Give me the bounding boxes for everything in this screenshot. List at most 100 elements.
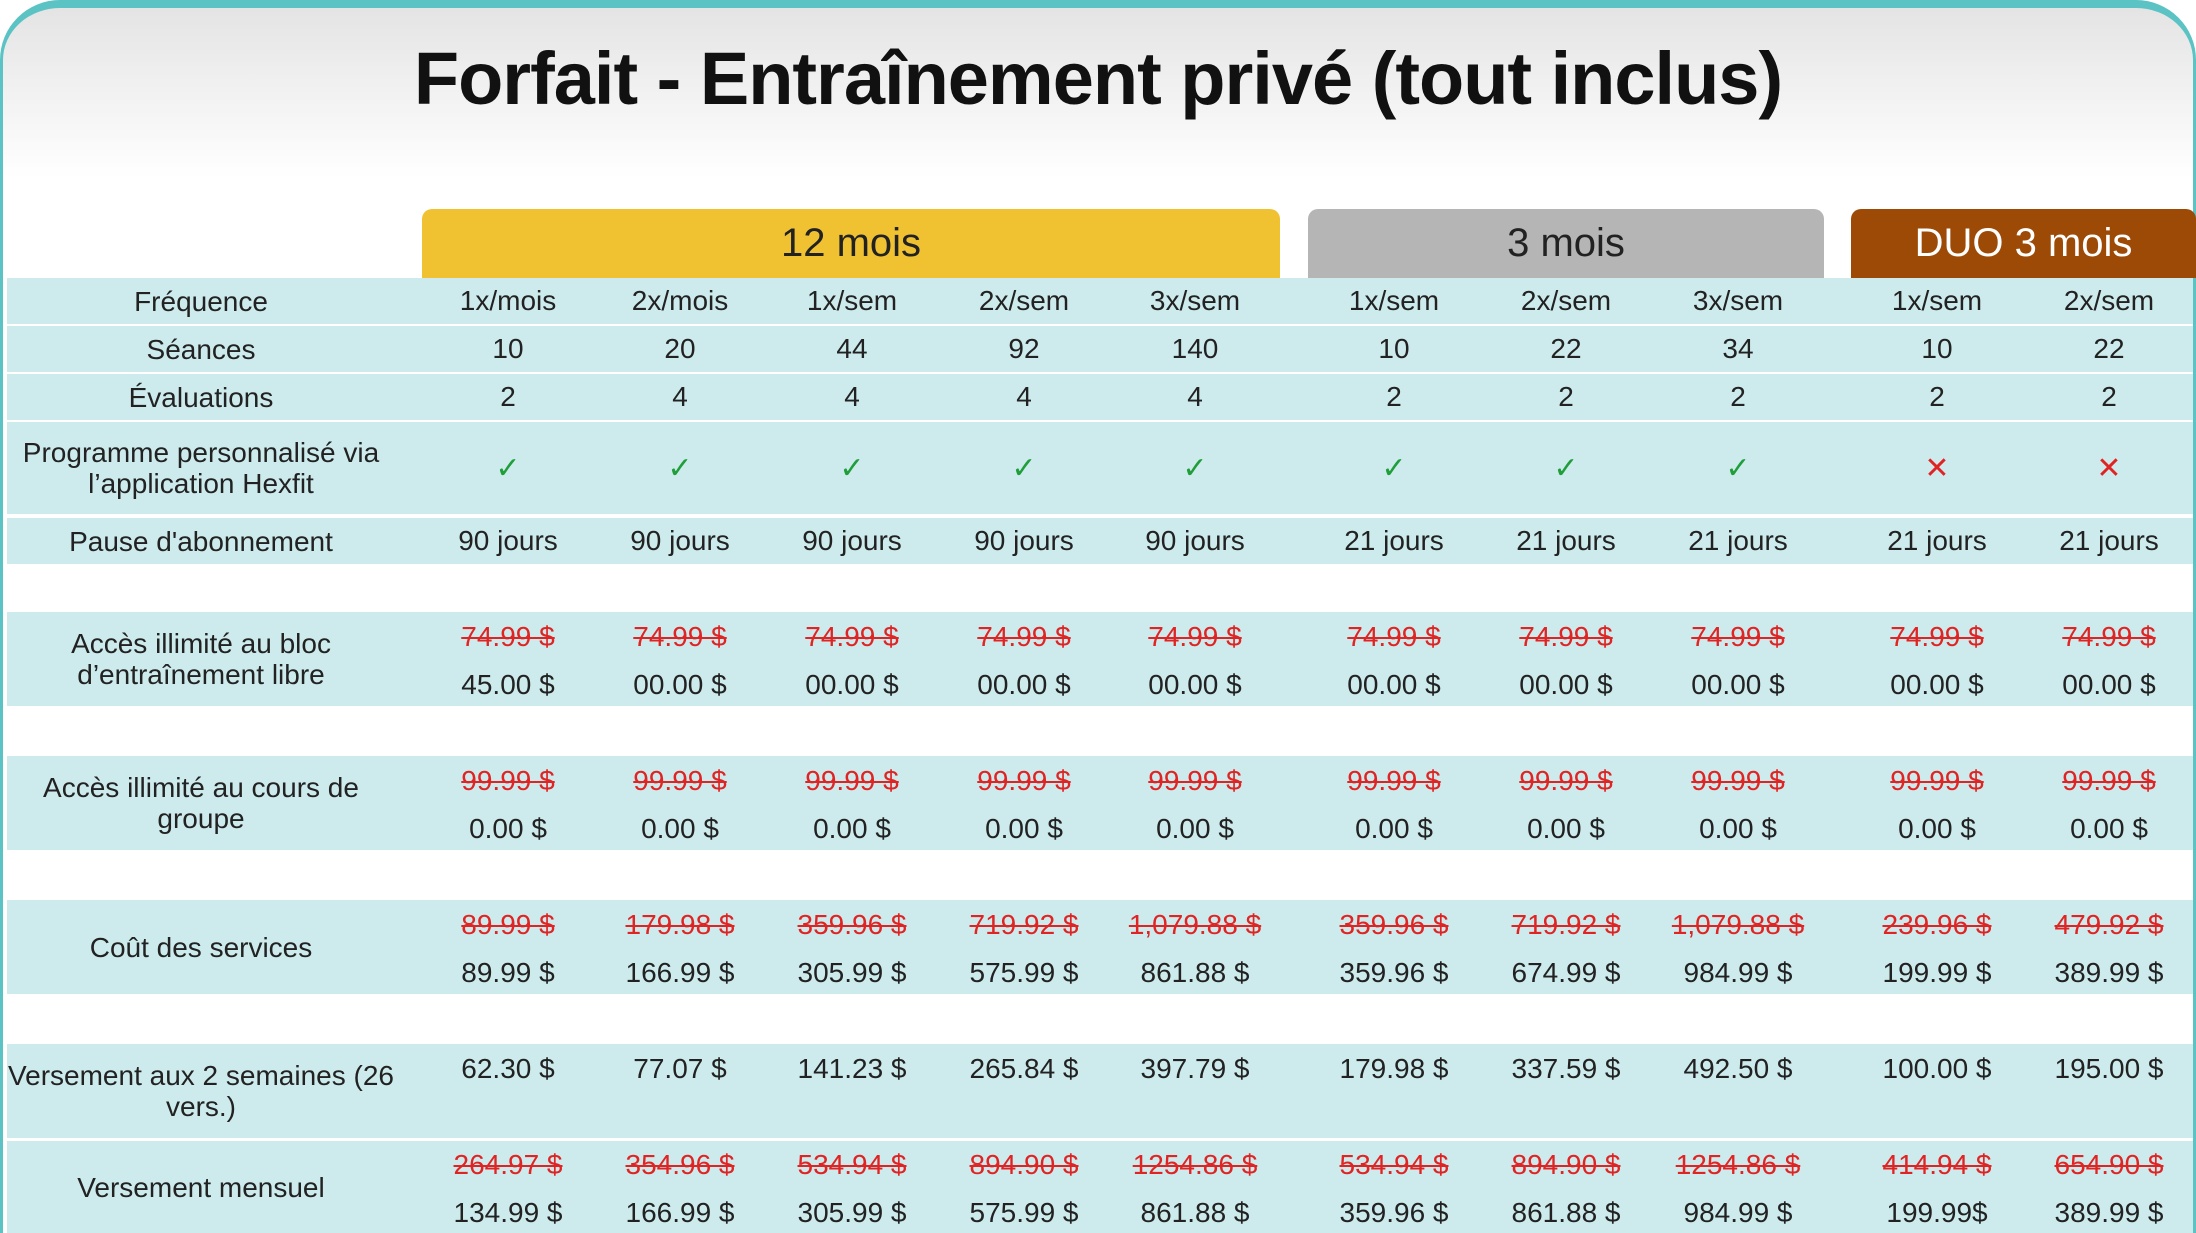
- table-cell: 4: [1016, 381, 1032, 412]
- new-price: 00.00 $: [1148, 669, 1242, 700]
- table-cell: 2x/sem: [978, 285, 1070, 316]
- table-cell: 92: [1008, 333, 1040, 364]
- table-row: [7, 1044, 2193, 1138]
- old-price: 239.96 $: [1882, 909, 1992, 940]
- table-row: [7, 422, 2193, 514]
- old-price: 99.99 $: [1519, 765, 1613, 796]
- table-cell: 1x/sem: [1348, 285, 1440, 316]
- new-price: 359.96 $: [1339, 1197, 1449, 1228]
- table-cell: 1x/sem: [1891, 285, 1983, 316]
- old-price: 414.94 $: [1882, 1149, 1992, 1180]
- table-cell: 10: [492, 333, 524, 364]
- table-cell: 100.00 $: [1882, 1053, 1992, 1084]
- check-icon: ✓: [495, 451, 521, 485]
- new-price: 0.00 $: [1355, 813, 1433, 844]
- page-title: Forfait - Entraînement privé (tout inclu…: [413, 37, 1783, 120]
- row-label: Programme personnalisé via l’application…: [22, 437, 380, 499]
- table-cell: 90 jours: [974, 525, 1074, 556]
- old-price: 74.99 $: [1347, 621, 1441, 652]
- table-cell: 34: [1722, 333, 1754, 364]
- old-price: 74.99 $: [633, 621, 727, 652]
- old-price: 99.99 $: [461, 765, 555, 796]
- old-price: 264.97 $: [453, 1149, 563, 1180]
- table-cell: 2: [1730, 381, 1746, 412]
- table-cell: 179.98 $: [1339, 1053, 1449, 1084]
- new-price: 00.00 $: [1347, 669, 1441, 700]
- row-label: Séances: [146, 333, 256, 365]
- old-price: 99.99 $: [633, 765, 727, 796]
- old-price: 719.92 $: [969, 909, 1079, 940]
- old-price: 1254.86 $: [1675, 1149, 1801, 1180]
- new-price: 00.00 $: [1691, 669, 1785, 700]
- old-price: 74.99 $: [2062, 621, 2156, 652]
- check-icon: ✓: [1182, 451, 1208, 485]
- row-label: Évaluations: [128, 381, 274, 413]
- new-price: 0.00 $: [985, 813, 1063, 844]
- table-cell: 2x/sem: [2063, 285, 2155, 316]
- old-price: 654.90 $: [2054, 1149, 2164, 1180]
- old-price: 99.99 $: [1691, 765, 1785, 796]
- old-price: 359.96 $: [797, 909, 907, 940]
- old-price: 99.99 $: [1347, 765, 1441, 796]
- check-icon: ✓: [839, 451, 865, 485]
- new-price: 305.99 $: [797, 957, 907, 988]
- table-cell: 21 jours: [1516, 525, 1616, 556]
- table-cell: 10: [1378, 333, 1410, 364]
- new-price: 575.99 $: [969, 957, 1079, 988]
- table-cell: 141.23 $: [797, 1053, 907, 1084]
- table-cell: 10: [1921, 333, 1953, 364]
- table-cell: 22: [1550, 333, 1582, 364]
- new-price: 0.00 $: [1527, 813, 1605, 844]
- new-price: 00.00 $: [977, 669, 1071, 700]
- table-cell: 2: [500, 381, 516, 412]
- new-price: 00.00 $: [2062, 669, 2156, 700]
- old-price: 74.99 $: [805, 621, 899, 652]
- table-cell: 2: [1929, 381, 1945, 412]
- old-price: 99.99 $: [2062, 765, 2156, 796]
- table-row: [7, 756, 2193, 850]
- old-price: 179.98 $: [625, 909, 735, 940]
- row-label: Coût des services: [89, 931, 313, 963]
- new-price: 0.00 $: [1156, 813, 1234, 844]
- old-price: 74.99 $: [1148, 621, 1242, 652]
- new-price: 359.96 $: [1339, 957, 1449, 988]
- row-label: Accès illimité au cours de groupe: [43, 772, 359, 834]
- old-price: 99.99 $: [1148, 765, 1242, 796]
- old-price: 354.96 $: [625, 1149, 735, 1180]
- new-price: 984.99 $: [1683, 957, 1793, 988]
- table-cell: 2x/mois: [631, 285, 729, 316]
- table-cell: 90 jours: [630, 525, 730, 556]
- check-icon: ✓: [1553, 451, 1579, 485]
- old-price: 534.94 $: [1339, 1149, 1449, 1180]
- new-price: 305.99 $: [797, 1197, 907, 1228]
- old-price: 359.96 $: [1339, 909, 1449, 940]
- table-cell: 20: [664, 333, 696, 364]
- new-price: 0.00 $: [1898, 813, 1976, 844]
- table-cell: 1x/mois: [459, 285, 557, 316]
- new-price: 861.88 $: [1140, 957, 1250, 988]
- old-price: 99.99 $: [805, 765, 899, 796]
- old-price: 894.90 $: [969, 1149, 1079, 1180]
- table-row: [7, 900, 2193, 994]
- check-icon: ✓: [1011, 451, 1037, 485]
- old-price: 74.99 $: [1691, 621, 1785, 652]
- new-price: 00.00 $: [805, 669, 899, 700]
- table-cell: 265.84 $: [969, 1053, 1079, 1084]
- table-cell: 4: [1187, 381, 1203, 412]
- table-cell: 90 jours: [458, 525, 558, 556]
- table-cell: 2: [2101, 381, 2117, 412]
- old-price: 74.99 $: [1519, 621, 1613, 652]
- table-cell: 3x/sem: [1149, 285, 1241, 316]
- cross-icon: ✕: [1924, 451, 1950, 485]
- old-price: 74.99 $: [461, 621, 555, 652]
- old-price: 1,079.88 $: [1128, 909, 1262, 940]
- table-cell: 21 jours: [1887, 525, 1987, 556]
- table-cell: 77.07 $: [633, 1053, 727, 1084]
- group-header-12-mois: 12 mois: [422, 209, 1280, 278]
- table-cell: 62.30 $: [461, 1053, 555, 1084]
- table-cell: 22: [2093, 333, 2125, 364]
- old-price: 74.99 $: [977, 621, 1071, 652]
- old-price: 1,079.88 $: [1671, 909, 1805, 940]
- old-price: 1254.86 $: [1132, 1149, 1258, 1180]
- new-price: 861.88 $: [1140, 1197, 1250, 1228]
